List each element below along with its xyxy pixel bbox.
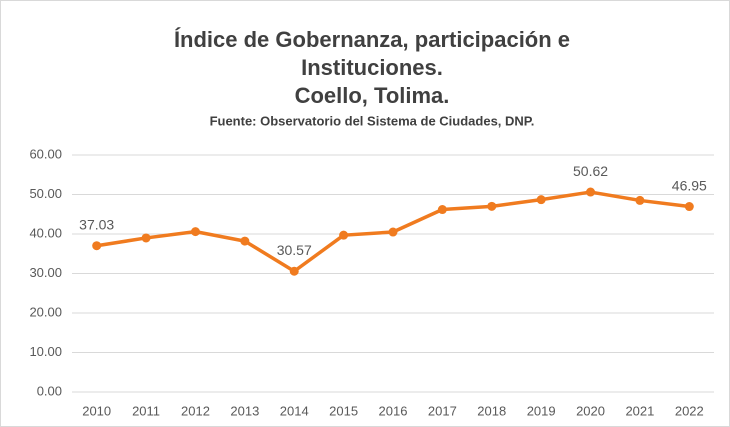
x-tick-label: 2011 — [132, 403, 160, 418]
data-label: 46.95 — [672, 177, 707, 193]
point — [586, 187, 596, 197]
point — [487, 201, 497, 211]
y-tick-label: 10.00 — [29, 344, 62, 359]
point — [388, 227, 398, 237]
point — [190, 227, 200, 237]
data-label: 37.03 — [79, 216, 114, 232]
x-tick-label: 2022 — [675, 403, 704, 418]
x-tick-label: 2014 — [280, 403, 309, 418]
point — [240, 236, 250, 246]
x-tick-label: 2019 — [527, 403, 556, 418]
point — [635, 195, 645, 205]
point — [339, 230, 349, 240]
y-tick-label: 30.00 — [29, 265, 62, 280]
data-label: 50.62 — [573, 163, 608, 179]
point — [92, 241, 102, 251]
x-tick-label: 2016 — [379, 403, 408, 418]
chart-subtitle: Fuente: Observatorio del Sistema de Ciud… — [210, 113, 535, 128]
y-tick-label: 40.00 — [29, 225, 62, 240]
chart-title: Instituciones. — [301, 55, 443, 80]
point — [437, 205, 447, 215]
x-tick-label: 2018 — [477, 403, 506, 418]
chart-title: Coello, Tolima. — [295, 83, 450, 108]
x-tick-label: 2015 — [329, 403, 358, 418]
y-tick-label: 60.00 — [29, 146, 62, 161]
point — [141, 233, 151, 243]
x-tick-label: 2012 — [181, 403, 210, 418]
y-tick-label: 50.00 — [29, 186, 62, 201]
x-tick-label: 2017 — [428, 403, 457, 418]
chart-title: Índice de Gobernanza, participación e — [174, 27, 570, 52]
x-tick-label: 2013 — [230, 403, 259, 418]
x-tick-label: 2010 — [82, 403, 111, 418]
x-tick-label: 2020 — [576, 403, 605, 418]
point — [289, 266, 299, 276]
y-tick-label: 0.00 — [37, 383, 62, 398]
point — [684, 202, 694, 212]
y-tick-label: 20.00 — [29, 304, 62, 319]
x-tick-label: 2021 — [625, 403, 654, 418]
data-label: 30.57 — [277, 242, 312, 258]
point — [536, 195, 546, 205]
